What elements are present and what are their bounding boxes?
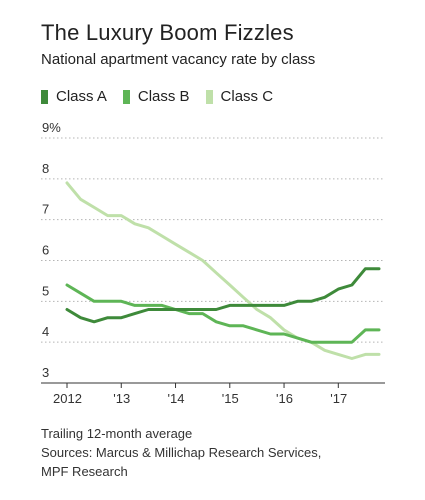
chart-title: The Luxury Boom Fizzles [41,20,294,45]
series-line-class-a [65,267,381,324]
y-tick-label: 9% [42,120,61,135]
legend-label-class-b: Class B [137,88,190,105]
x-tick-label: '13 [113,391,130,406]
series-line-class-c [65,181,381,360]
y-tick-label: 5 [42,283,49,298]
y-tick-label: 6 [42,243,49,258]
y-tick-label: 3 [42,365,49,380]
legend-item-class-c: Class C [205,88,274,105]
chart-subtitle: National apartment vacancy rate by class [41,51,316,68]
legend-swatch-class-a [41,89,48,104]
chart-footer: Trailing 12-month average Sources: Marcu… [41,424,321,481]
y-tick-label: 7 [42,202,49,217]
x-tick-label: '17 [330,391,347,406]
legend-label-class-c: Class C [220,88,274,105]
y-tick-label: 8 [42,161,49,176]
x-tick-label: '16 [276,391,293,406]
footer-sources-line1: Sources: Marcus & Millichap Research Ser… [41,445,322,460]
legend-label-class-a: Class A [56,88,107,105]
legend-item-class-b: Class B [122,88,190,105]
series-line-class-b [65,283,381,344]
x-tick-label: '14 [168,391,185,406]
footer-note: Trailing 12-month average [41,426,193,441]
legend-item-class-a: Class A [41,88,107,105]
footer-sources-line2: MPF Research [41,464,128,479]
chart-legend: Class A Class B Class C [41,88,273,105]
legend-swatch-class-c [205,89,213,104]
x-tick-label: '15 [222,391,239,406]
legend-swatch-class-b [122,89,130,104]
y-tick-label: 4 [42,324,49,339]
x-tick-label: 2012 [53,391,82,406]
